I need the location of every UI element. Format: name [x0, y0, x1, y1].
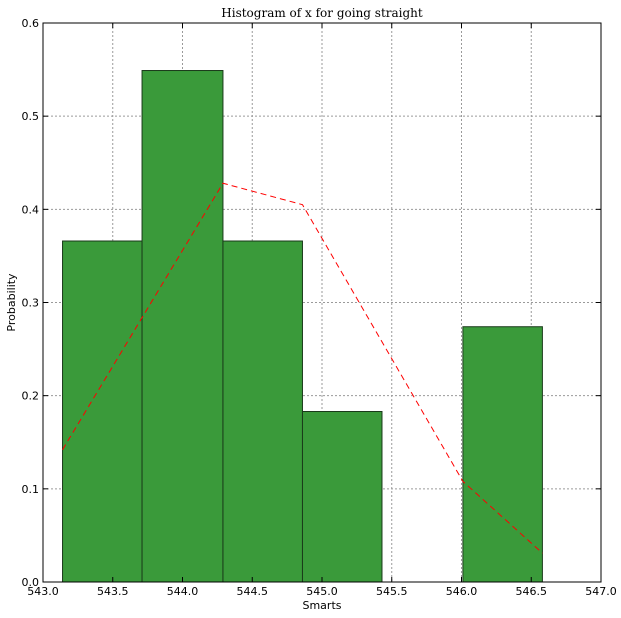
y-tick-label: 0.2 — [22, 390, 40, 403]
axis-ticks: 543.0 543.5 544.0 544.5 545.0 545.5 546.0 546.5… — [22, 17, 617, 598]
x-tick-label: 545.5 — [376, 585, 408, 598]
x-tick-label: 544.5 — [237, 585, 269, 598]
x-tick-label: 547.0 — [585, 585, 617, 598]
y-tick-label: 0.6 — [22, 17, 40, 30]
histogram-bar-1 — [62, 240, 143, 583]
y-axis-label: Probability — [5, 273, 18, 332]
x-tick-label: 543.0 — [27, 585, 59, 598]
histogram-bar-6 — [462, 326, 543, 583]
histogram-bars — [62, 70, 543, 583]
y-tick-label: 0.0 — [22, 576, 40, 589]
y-tick-label: 0.1 — [22, 483, 40, 496]
density-line-series-1 — [62, 182, 543, 554]
density-line — [62, 182, 543, 554]
histogram-bar-2 — [141, 70, 224, 583]
x-tick-label: 543.5 — [97, 585, 129, 598]
x-tick-label: 546.0 — [446, 585, 478, 598]
x-tick-label: 545.0 — [306, 585, 338, 598]
chart-title: Histogram of x for going straight — [221, 6, 423, 20]
y-tick-label: 0.4 — [22, 203, 40, 216]
x-tick-label: 544.0 — [167, 585, 199, 598]
y-tick-label: 0.5 — [22, 110, 40, 123]
x-tick-label: 546.5 — [516, 585, 548, 598]
histogram-bar-3 — [222, 240, 303, 583]
y-tick-label: 0.3 — [22, 297, 40, 310]
x-axis-label: Smarts — [302, 599, 341, 612]
histogram-bar-4 — [301, 411, 383, 583]
